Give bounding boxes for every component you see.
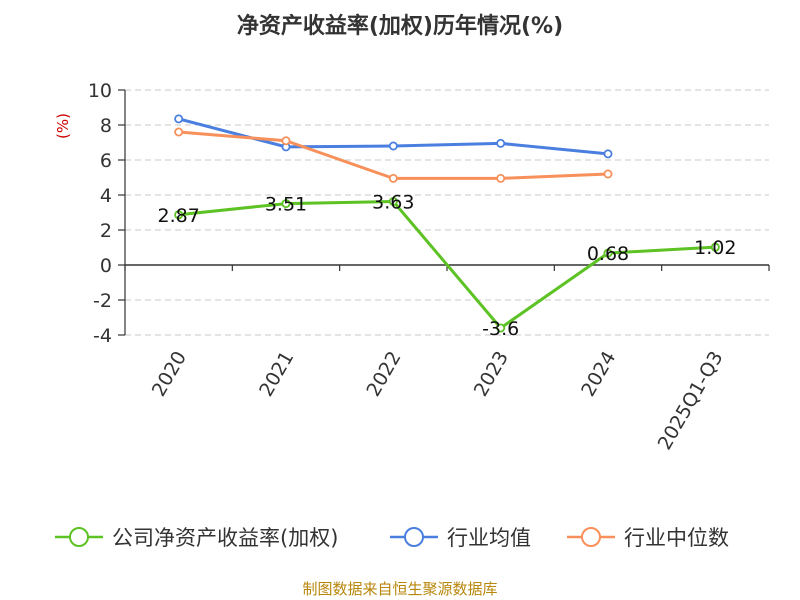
- legend-label: 公司净资产收益率(加权): [112, 526, 338, 550]
- x-tick-label: 2021: [255, 348, 298, 401]
- legend-marker: [581, 527, 601, 547]
- data-label: 2.87: [158, 205, 200, 227]
- legend-item[interactable]: 公司净资产收益率(加权): [55, 526, 338, 550]
- grid-lines: [125, 89, 769, 336]
- y-tick-label: 8: [100, 115, 112, 137]
- series-lines: [178, 117, 716, 330]
- x-tick-label: 2022: [362, 348, 405, 401]
- data-point: [388, 173, 398, 183]
- y-tick-label: 0: [100, 255, 112, 277]
- x-tick-labels: 2020 2021 2022 2023 2024 2025Q1-Q3: [148, 348, 728, 454]
- data-point: [603, 149, 613, 159]
- x-tick-label: 2024: [577, 348, 620, 401]
- data-point: [603, 169, 613, 179]
- data-label: 0.68: [587, 243, 629, 265]
- data-point: [496, 323, 506, 333]
- legend[interactable]: 公司净资产收益率(加权) 行业均值 行业中位数: [55, 526, 729, 550]
- data-point: [281, 199, 291, 209]
- data-point: [496, 138, 506, 148]
- x-tick-label: 2023: [470, 348, 513, 401]
- legend-label: 行业中位数: [624, 526, 729, 550]
- legend-item[interactable]: 行业中位数: [567, 526, 729, 550]
- data-point: [496, 173, 506, 183]
- data-label: 1.02: [694, 237, 736, 259]
- data-point: [174, 210, 184, 220]
- y-tick-labels: -4 -2 0 2 4 6 8 10: [88, 80, 112, 347]
- y-tick-label: 4: [100, 185, 112, 207]
- y-tick-label: -2: [93, 290, 112, 312]
- axes: [118, 89, 770, 336]
- series-points: [174, 114, 720, 333]
- series-line: [178, 199, 716, 330]
- data-label: 3.51: [265, 194, 307, 216]
- data-point: [603, 248, 613, 258]
- series-line: [178, 130, 609, 180]
- legend-marker: [404, 527, 424, 547]
- x-tick-label: 2025Q1-Q3: [654, 348, 728, 454]
- data-point: [281, 136, 291, 146]
- source-note: 制图数据来自恒生聚源数据库: [302, 580, 497, 598]
- legend-marker: [69, 527, 89, 547]
- data-label: 3.63: [372, 191, 414, 213]
- chart-title: 净资产收益率(加权)历年情况(%): [237, 13, 563, 39]
- data-point: [710, 242, 720, 252]
- y-tick-label: 6: [100, 150, 112, 172]
- x-tick-label: 2020: [148, 348, 191, 401]
- data-label: -3.6: [482, 318, 519, 340]
- y-tick-label: -4: [93, 325, 112, 347]
- data-point: [388, 141, 398, 151]
- legend-label: 行业均值: [447, 526, 531, 550]
- data-point: [174, 114, 184, 124]
- legend-item[interactable]: 行业均值: [390, 526, 531, 550]
- data-point: [174, 127, 184, 137]
- data-point: [388, 196, 398, 206]
- y-tick-label: 2: [100, 220, 112, 242]
- y-axis-unit: (%): [54, 113, 72, 139]
- data-labels: 2.87 3.51 3.63 -3.6 0.68 1.02: [158, 191, 737, 340]
- y-tick-label: 10: [88, 80, 112, 102]
